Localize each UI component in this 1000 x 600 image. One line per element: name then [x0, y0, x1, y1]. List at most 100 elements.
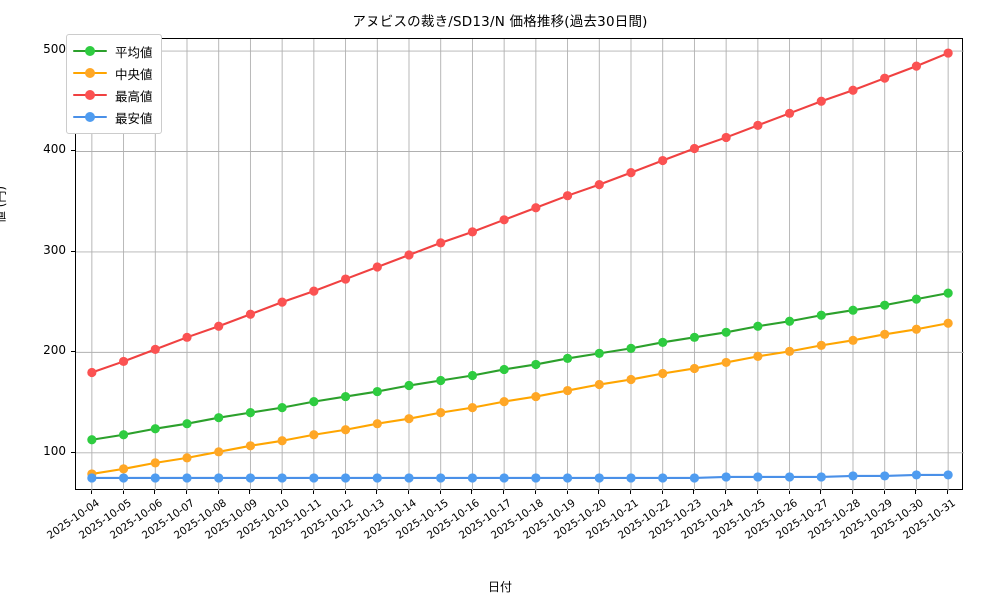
data-point-marker	[118, 430, 129, 440]
data-point-marker	[880, 73, 890, 83]
y-axis-tick-mark	[71, 250, 75, 252]
data-point-marker	[848, 471, 858, 481]
data-point-marker	[594, 379, 604, 390]
series-line	[90, 292, 950, 441]
legend-item[interactable]: 最安値	[73, 106, 153, 128]
data-point-marker	[87, 473, 97, 483]
data-point-marker	[943, 288, 953, 298]
y-axis-tick-label: 200	[43, 343, 66, 358]
data-point-marker	[150, 473, 160, 483]
legend-swatch-icon	[73, 89, 107, 101]
data-point-marker	[182, 473, 192, 483]
data-point-marker	[689, 473, 700, 483]
data-point-marker	[214, 413, 224, 423]
x-axis-tick-mark	[344, 490, 346, 494]
data-point-marker	[911, 294, 922, 304]
y-axis-tick-label: 400	[43, 142, 66, 157]
data-point-marker	[626, 167, 636, 178]
data-point-marker	[562, 353, 573, 364]
y-axis-label: 値 (円)	[0, 185, 8, 223]
x-axis-tick-mark	[756, 490, 758, 494]
series-line	[90, 52, 950, 374]
legend-item[interactable]: 最高値	[73, 84, 153, 106]
x-axis-tick-mark	[820, 490, 822, 494]
legend-label: 最高値	[115, 88, 153, 104]
data-point-marker	[467, 227, 478, 237]
data-point-marker	[499, 473, 509, 483]
data-point-marker	[436, 473, 446, 483]
data-point-marker	[150, 344, 160, 354]
data-point-marker	[911, 61, 922, 71]
data-point-marker	[658, 473, 668, 483]
data-point-marker	[848, 305, 858, 315]
x-axis-tick-mark	[186, 490, 187, 494]
data-point-marker	[372, 262, 382, 272]
data-point-marker	[467, 473, 478, 483]
legend-swatch-icon	[73, 45, 107, 57]
data-point-marker	[943, 470, 953, 480]
x-axis-tick-mark	[312, 490, 314, 494]
data-point-marker	[182, 453, 192, 463]
series-line	[90, 322, 950, 475]
data-point-marker	[911, 324, 922, 334]
legend-item[interactable]: 中央値	[73, 62, 153, 84]
data-point-marker	[245, 408, 256, 418]
data-point-marker	[594, 473, 604, 483]
data-point-marker	[309, 397, 319, 407]
data-point-marker	[467, 370, 478, 381]
data-point-marker	[816, 340, 826, 350]
data-point-marker	[721, 327, 731, 337]
data-point-marker	[594, 348, 604, 358]
data-point-marker	[753, 120, 763, 130]
data-point-marker	[436, 375, 446, 386]
x-axis-tick-mark	[915, 490, 917, 494]
data-point-marker	[404, 473, 414, 483]
x-axis-tick-mark	[661, 490, 663, 494]
data-point-marker	[689, 363, 700, 374]
x-axis-tick-mark	[439, 490, 441, 494]
data-point-marker	[753, 351, 763, 361]
data-point-marker	[784, 472, 795, 482]
data-point-marker	[531, 359, 541, 370]
legend-dot-icon	[85, 90, 95, 100]
data-point-marker	[277, 473, 287, 483]
y-axis-tick-label: 300	[43, 242, 66, 257]
data-point-marker	[214, 447, 224, 457]
data-series-layer	[87, 48, 953, 483]
data-point-marker	[499, 215, 509, 225]
data-point-marker	[784, 346, 795, 356]
data-point-marker	[309, 286, 319, 296]
x-axis-tick-mark	[249, 490, 251, 494]
data-point-marker	[721, 472, 731, 482]
x-axis-tick-mark	[566, 490, 568, 494]
data-point-marker	[689, 332, 700, 342]
data-point-marker	[150, 424, 160, 434]
x-axis-tick-mark	[534, 490, 536, 494]
data-point-marker	[531, 473, 541, 483]
x-axis-tick-mark	[154, 490, 156, 494]
y-axis-tick-mark	[71, 351, 75, 353]
data-point-marker	[340, 274, 351, 284]
x-axis-tick-mark	[408, 490, 409, 494]
data-point-marker	[340, 425, 351, 435]
data-point-marker	[816, 472, 826, 482]
data-point-marker	[562, 385, 573, 396]
x-axis-label: 日付	[487, 580, 512, 594]
data-point-marker	[816, 310, 826, 320]
data-point-marker	[245, 473, 256, 483]
data-point-marker	[753, 472, 763, 482]
legend-item[interactable]: 平均値	[73, 40, 153, 62]
x-axis-tick-mark	[693, 490, 695, 494]
data-point-marker	[943, 318, 953, 328]
data-point-marker	[658, 155, 668, 166]
x-axis-tick-mark	[947, 490, 949, 494]
data-point-marker	[848, 335, 858, 345]
data-point-marker	[531, 391, 541, 402]
data-point-marker	[784, 108, 795, 118]
legend-dot-icon	[85, 46, 95, 56]
data-point-marker	[182, 419, 192, 429]
data-point-marker	[753, 321, 763, 331]
legend-swatch-icon	[73, 111, 107, 123]
x-axis-tick-mark	[90, 490, 92, 494]
data-point-marker	[499, 397, 509, 407]
